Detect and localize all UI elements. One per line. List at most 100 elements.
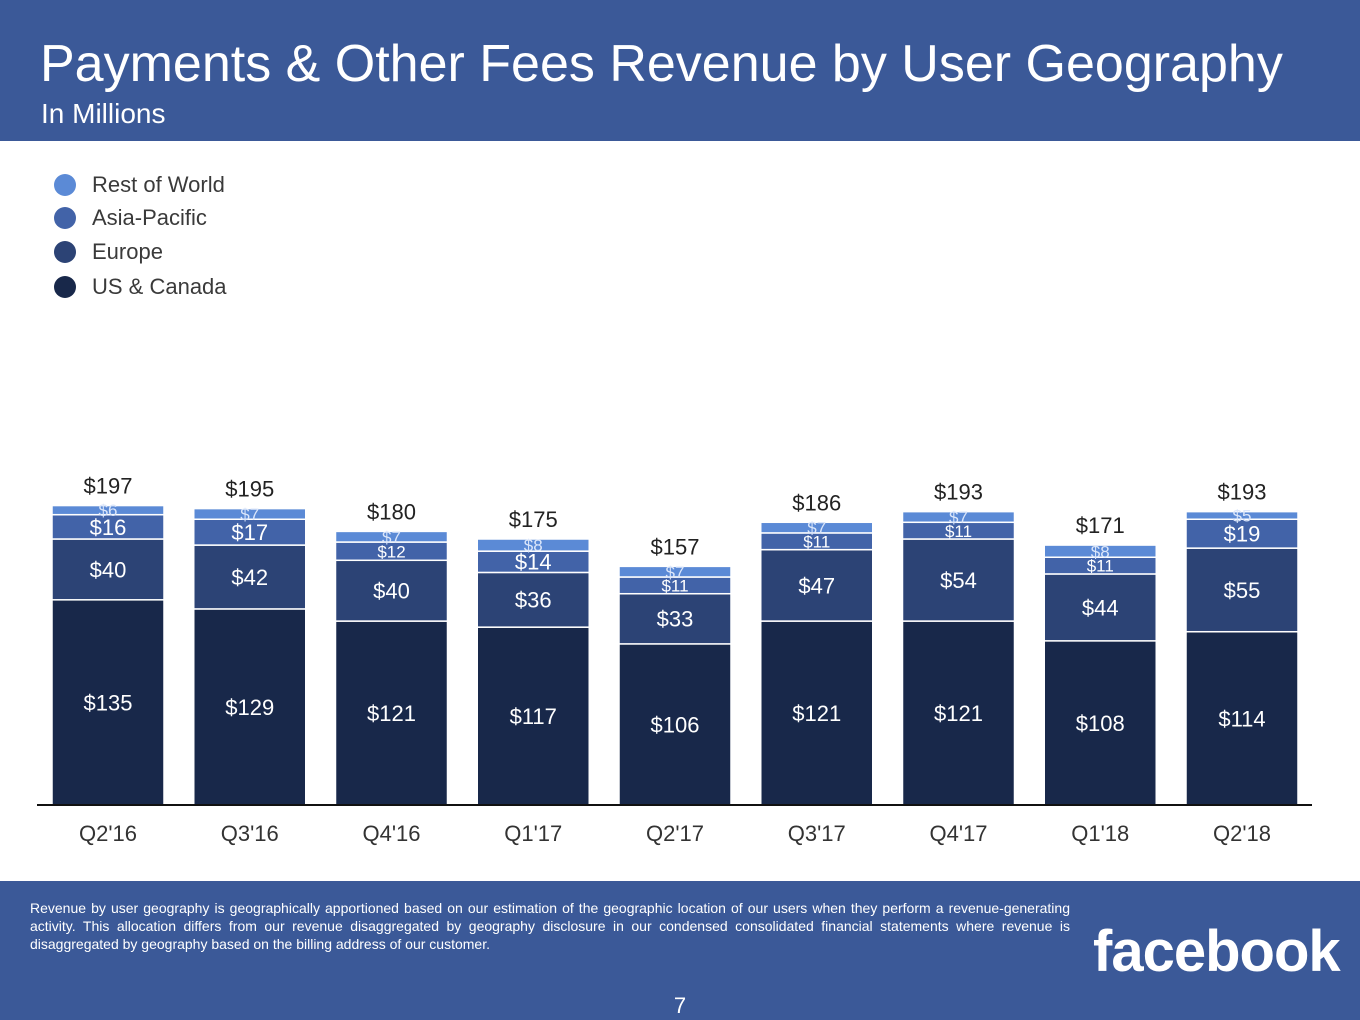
data-label: $40	[373, 579, 410, 604]
bar-segment	[618, 643, 732, 806]
footnote: Revenue by user geography is geographica…	[30, 900, 1070, 952]
data-label: $114	[1218, 706, 1265, 731]
total-label: $171	[1076, 513, 1125, 538]
stacked-bar-chart: $135$40$16$6$197Q2'16$129$42$17$7$195Q3'…	[37, 474, 1312, 846]
data-label: $7	[807, 519, 826, 538]
data-label: $11	[1087, 557, 1114, 576]
data-label: $33	[657, 607, 694, 632]
data-label: $121	[367, 701, 416, 726]
data-label: $11	[945, 522, 972, 541]
total-label: $197	[84, 474, 133, 499]
bar-segment	[901, 510, 1016, 524]
total-label: $175	[509, 507, 558, 532]
data-label: $12	[377, 542, 405, 561]
header-banner: Payments & Other Fees Revenue by User Ge…	[0, 0, 1360, 141]
bar-segment	[193, 608, 307, 806]
x-tick-label: Q2'18	[1213, 821, 1271, 846]
bar-segment	[334, 530, 449, 543]
bar-segment	[476, 626, 590, 806]
bar-segment	[1185, 518, 1299, 549]
bar-segment	[51, 513, 165, 540]
data-label: $6	[99, 501, 118, 520]
data-label: $11	[661, 576, 688, 595]
x-tick-label: Q4'17	[929, 821, 987, 846]
data-label: $16	[90, 515, 127, 540]
legend-label: US & Canada	[92, 274, 227, 299]
data-label: $11	[803, 532, 830, 551]
page-number: 7	[673, 993, 687, 1018]
total-label: $193	[934, 480, 983, 505]
legend-label: Asia-Pacific	[92, 205, 207, 230]
x-tick-label: Q3'17	[788, 821, 846, 846]
data-label: $135	[84, 690, 133, 715]
total-label: $186	[792, 490, 841, 515]
data-label: $129	[225, 695, 274, 720]
data-label: $8	[1091, 542, 1110, 561]
data-label: $55	[1224, 578, 1261, 603]
x-tick-label: Q1'17	[504, 821, 562, 846]
bar-segment	[901, 538, 1016, 622]
bar-segment	[51, 538, 165, 601]
data-label: $36	[515, 588, 552, 613]
bar-segment	[1185, 547, 1299, 633]
bar-segment	[334, 559, 449, 622]
bar-segment	[901, 620, 1016, 806]
legend-swatch-rest-of-world	[54, 174, 76, 196]
legend-item-us-canada: US & Canada	[54, 272, 354, 302]
legend-swatch-us-canada	[54, 276, 76, 298]
data-label: $7	[382, 528, 401, 547]
bar-segment	[1185, 510, 1299, 520]
legend-item-europe: Europe	[54, 237, 354, 267]
footer-banner: Revenue by user geography is geographica…	[0, 881, 1360, 1020]
data-label: $108	[1076, 711, 1125, 736]
bar-segment	[476, 538, 590, 552]
bar-segment	[51, 504, 165, 516]
bar-segment	[760, 548, 874, 622]
data-label: $19	[1224, 522, 1261, 547]
legend-item-rest-of-world: Rest of World	[54, 170, 354, 200]
bar-segment	[193, 544, 307, 610]
total-label: $180	[367, 499, 416, 524]
bar-segment	[1185, 630, 1299, 806]
total-label: $157	[651, 534, 700, 559]
data-label: $121	[934, 701, 983, 726]
x-tick-label: Q1'18	[1071, 821, 1129, 846]
bar-segment	[193, 507, 307, 520]
data-label: $14	[515, 550, 552, 575]
data-label: $40	[90, 557, 127, 582]
bar-segment	[334, 620, 449, 806]
data-label: $42	[231, 565, 268, 590]
data-label: $5	[1233, 507, 1252, 526]
bar-segment	[1043, 640, 1157, 806]
facebook-logo: facebook	[1093, 919, 1341, 984]
bar-segment	[618, 565, 732, 578]
data-label: $7	[949, 508, 968, 527]
data-label: $106	[651, 712, 700, 737]
page-title: Payments & Other Fees Revenue by User Ge…	[40, 35, 1283, 93]
data-label: $47	[798, 573, 835, 598]
data-label: $44	[1082, 595, 1119, 620]
bar-segment	[1043, 544, 1157, 558]
total-label: $193	[1218, 480, 1267, 505]
data-label: $117	[510, 704, 557, 729]
legend-label: Rest of World	[92, 172, 225, 197]
x-tick-label: Q2'16	[79, 821, 137, 846]
total-label: $195	[225, 477, 274, 502]
data-label: $17	[231, 520, 268, 545]
legend-item-asia-pacific: Asia-Pacific	[54, 203, 354, 233]
data-label: $121	[792, 701, 841, 726]
page-subtitle: In Millions	[41, 98, 166, 129]
x-tick-label: Q4'16	[362, 821, 420, 846]
bar-segment	[1043, 573, 1157, 642]
x-tick-label: Q3'16	[221, 821, 279, 846]
data-label: $7	[666, 563, 685, 582]
data-label: $7	[240, 505, 259, 524]
legend-label: Europe	[92, 239, 163, 264]
legend-swatch-europe	[54, 241, 76, 263]
bar-segment	[760, 620, 874, 806]
bar-segment	[760, 521, 874, 534]
data-label: $54	[940, 568, 977, 593]
bar-segment	[476, 571, 590, 628]
bar-segment	[193, 518, 307, 546]
data-label: $8	[524, 536, 543, 555]
